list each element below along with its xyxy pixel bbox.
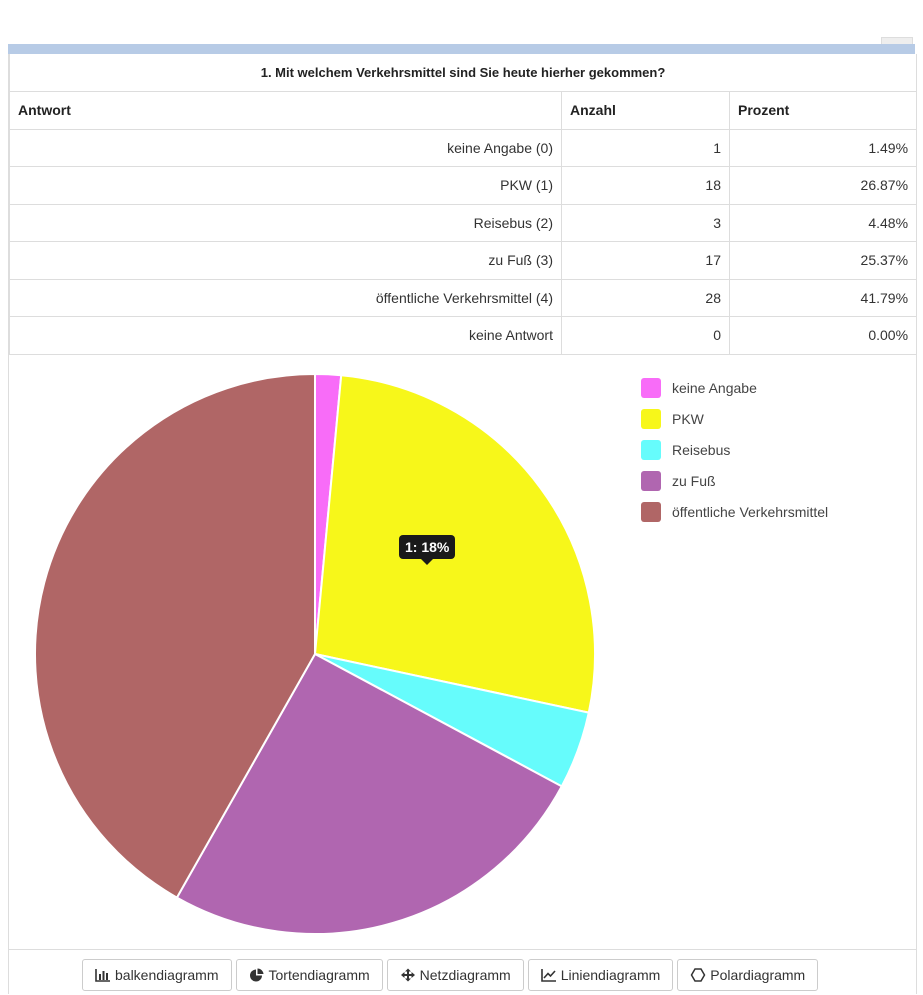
count-cell: 18 — [561, 166, 730, 205]
answer-cell: PKW (1) — [9, 166, 562, 205]
legend-item[interactable]: PKW — [641, 403, 828, 434]
legend-label: Reisebus — [672, 441, 731, 458]
answer-cell: keine Antwort — [9, 316, 562, 355]
chart-type-toolbar: balkendiagramm Tortendiagramm Netzdiagra… — [9, 949, 916, 995]
bar-chart-button-label: balkendiagramm — [115, 967, 219, 983]
count-cell: 3 — [561, 203, 730, 242]
polar-chart-button[interactable]: Polardiagramm — [677, 959, 819, 991]
percent-cell: 41.79% — [728, 278, 918, 317]
legend-label: PKW — [672, 410, 704, 427]
percent-cell: 0.00% — [728, 316, 918, 355]
percent-cell: 1.49% — [728, 128, 918, 167]
column-header-count: Anzahl — [561, 91, 730, 130]
chart-tooltip: 1: 18% — [399, 535, 456, 565]
pie-chart-area: keine Angabe PKW Reisebus zu Fuß öffentliche… — [9, 364, 916, 949]
pie-slice[interactable] — [34, 372, 316, 899]
pie-chart-icon — [249, 968, 263, 982]
line-chart-button-label: Liniendiagramm — [560, 967, 661, 983]
line-chart-icon — [540, 969, 556, 982]
table-row: Reisebus (2) 3 4.48% — [9, 203, 918, 242]
legend-swatch — [641, 471, 661, 492]
table-row: öffentliche Verkehrsmittel (4) 28 41.79% — [9, 278, 918, 317]
count-cell: 0 — [561, 316, 730, 355]
legend-item[interactable]: öffentliche Verkehrsmittel — [641, 497, 828, 528]
answer-cell: Reisebus (2) — [9, 203, 562, 242]
count-cell: 1 — [561, 128, 730, 167]
legend-swatch — [641, 439, 661, 460]
percent-cell: 26.87% — [728, 166, 918, 205]
percent-cell: 4.48% — [728, 203, 918, 242]
table-row: zu Fuß (3) 17 25.37% — [9, 241, 918, 280]
pie-chart — [34, 372, 596, 935]
legend-label: zu Fuß — [672, 473, 716, 490]
line-chart-button[interactable]: Liniendiagramm — [527, 959, 674, 991]
count-cell: 17 — [561, 241, 730, 280]
polar-chart-button-label: Polardiagramm — [710, 967, 806, 983]
results-table: 1. Mit welchem Verkehrsmittel sind Sie h… — [8, 54, 918, 355]
legend-swatch — [641, 502, 661, 523]
legend-item[interactable]: Reisebus — [641, 434, 828, 465]
column-header-answer: Antwort — [9, 91, 562, 130]
legend-item[interactable]: keine Angabe — [641, 372, 828, 403]
legend-label: keine Angabe — [672, 379, 757, 396]
question-title: 1. Mit welchem Verkehrsmittel sind Sie h… — [8, 54, 918, 92]
table-row: keine Angabe (0) 1 1.49% — [9, 128, 918, 167]
radar-chart-button-label: Netzdiagramm — [419, 967, 511, 983]
legend-item[interactable]: zu Fuß — [641, 466, 828, 497]
panel-tab — [881, 37, 913, 46]
legend-swatch — [641, 377, 661, 398]
count-cell: 28 — [561, 278, 730, 317]
pie-chart-button-label: Tortendiagramm — [268, 967, 370, 983]
bar-chart-icon — [95, 969, 110, 982]
statistics-panel: 1. Mit welchem Verkehrsmittel sind Sie h… — [8, 54, 918, 995]
legend-label: öffentliche Verkehrsmittel — [672, 504, 829, 521]
bar-chart-button[interactable]: balkendiagramm — [82, 959, 232, 991]
percent-cell: 25.37% — [728, 241, 918, 280]
polar-chart-icon — [690, 968, 706, 982]
answer-cell: zu Fuß (3) — [9, 241, 562, 280]
answer-cell: öffentliche Verkehrsmittel (4) — [9, 278, 562, 317]
chart-legend: keine Angabe PKW Reisebus zu Fuß öffentliche… — [641, 372, 828, 528]
pie-chart-button[interactable]: Tortendiagramm — [235, 959, 383, 991]
radar-chart-icon — [400, 968, 415, 982]
column-header-percent: Prozent — [728, 91, 918, 130]
answer-cell: keine Angabe (0) — [9, 128, 562, 167]
legend-swatch — [641, 408, 661, 429]
table-row: keine Antwort 0 0.00% — [9, 316, 918, 355]
radar-chart-button[interactable]: Netzdiagramm — [386, 959, 524, 991]
table-row: PKW (1) 18 26.87% — [9, 166, 918, 205]
pie-slice[interactable] — [175, 652, 564, 935]
